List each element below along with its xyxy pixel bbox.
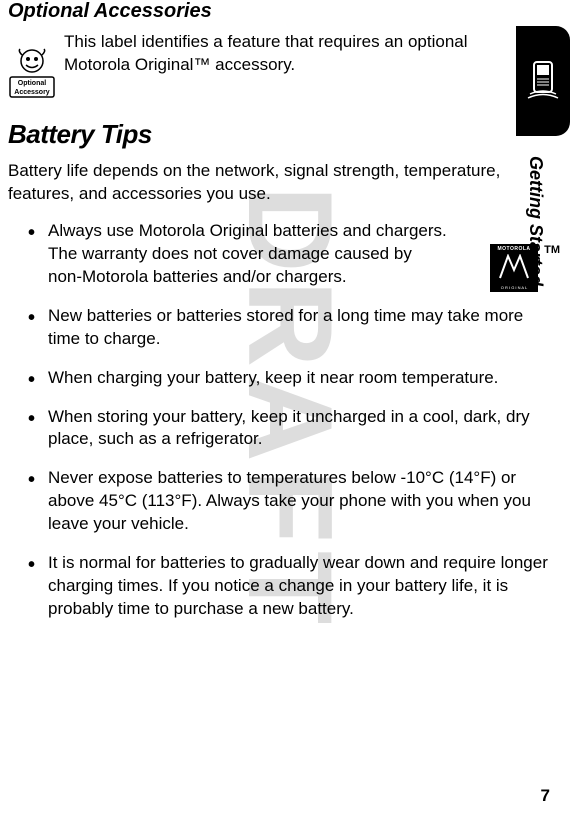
optional-accessory-icon: Optional Accessory xyxy=(8,47,56,99)
list-item: Always use Motorola Original batteries a… xyxy=(32,220,550,289)
battery-tips-heading: Battery Tips xyxy=(8,119,550,150)
list-item: It is normal for batteries to gradually … xyxy=(32,552,550,621)
accessory-description: This label identifies a feature that req… xyxy=(64,31,550,77)
motorola-original-badge xyxy=(490,244,538,297)
svg-text:Optional: Optional xyxy=(18,80,46,87)
tm-mark: TM xyxy=(544,244,560,256)
battery-tips-list: Always use Motorola Original batteries a… xyxy=(8,220,550,621)
list-item: New batteries or batteries stored for a … xyxy=(32,305,550,351)
phone-tab-icon xyxy=(516,26,570,136)
list-item: When storing your battery, keep it uncha… xyxy=(32,406,550,452)
accessory-label-block: Optional Accessory This label identifies… xyxy=(8,31,550,99)
list-item: When charging your battery, keep it near… xyxy=(32,367,550,390)
battery-intro-text: Battery life depends on the network, sig… xyxy=(8,160,550,206)
page-content: Optional Accessories Optional Accessory … xyxy=(0,0,580,621)
list-item: Never expose batteries to temperatures b… xyxy=(32,467,550,536)
optional-accessories-heading: Optional Accessories xyxy=(8,0,550,23)
svg-text:Accessory: Accessory xyxy=(14,89,50,96)
page-number: 7 xyxy=(541,786,550,806)
